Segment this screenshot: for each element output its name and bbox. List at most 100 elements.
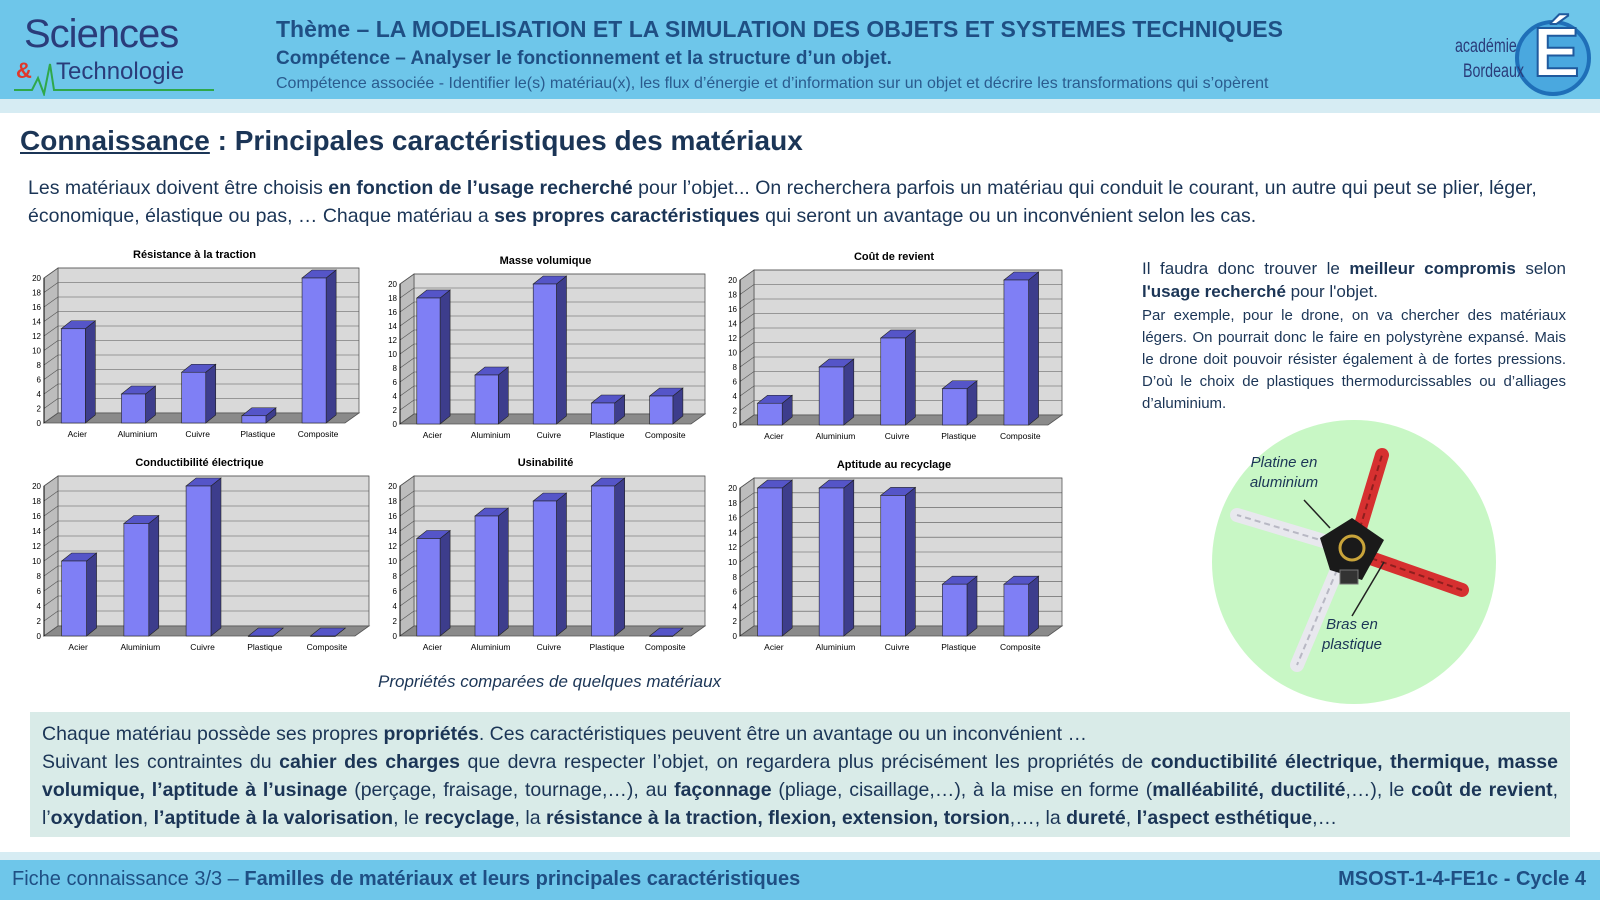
chart-category-label: Aluminium (120, 642, 160, 652)
chart-category-label: Acier (68, 429, 88, 439)
chart-y-tick-label: 18 (388, 497, 397, 506)
chart-gridline (739, 327, 755, 339)
summary-text: ,…), le (1345, 779, 1412, 801)
chart-y-tick-label: 12 (32, 332, 41, 341)
summary-text: , (142, 807, 154, 829)
summary-text: , l’ (42, 779, 1559, 829)
chart-bar (591, 402, 615, 425)
chart-y-tick-label: 6 (733, 588, 738, 597)
intro-text: qui seront un avantage ou un inconvénien… (759, 205, 1257, 227)
summary-bold: dureté (1066, 807, 1126, 829)
chart-gridline (43, 325, 59, 337)
summary-bold: recyclage (424, 807, 515, 829)
chart-y-tick-label: 10 (388, 557, 397, 566)
chart-gridline (739, 536, 755, 548)
chart-gridline (399, 287, 415, 299)
academie-text: académie (1455, 36, 1517, 57)
chart-category-label: Aluminium (118, 429, 158, 439)
chart-gridline (399, 399, 415, 411)
chart-gridline (399, 357, 415, 369)
right-column-text: Il faudra donc trouver le meilleur compr… (1142, 257, 1566, 415)
chart-bar (880, 495, 906, 637)
chart-bar (1003, 279, 1029, 426)
chart-category-label: Aluminium (471, 642, 511, 652)
summary-text: (perçage, fraisage, tournage,…), au (347, 779, 675, 801)
summary-line-2: Suivant les contraintes du cahier des ch… (42, 748, 1558, 832)
label-bras-1: Bras en (1326, 616, 1378, 633)
chart-gridline (739, 551, 755, 563)
chart-y-tick-label: 4 (393, 602, 398, 611)
chart-gridline (739, 522, 755, 533)
summary-bold: conductibilité électrique, thermique, ma… (42, 751, 1558, 801)
chart-bar-side (86, 552, 97, 637)
summary-text: ,…, la (1009, 807, 1067, 829)
chart-gridline (739, 596, 755, 607)
chart-gridline (739, 385, 755, 397)
chart-bar-side (85, 320, 96, 424)
chart-gridline (43, 490, 59, 502)
chart-title: Coût de revient (854, 251, 934, 263)
chart-y-tick-label: 16 (388, 308, 397, 317)
leader-line (1351, 561, 1385, 617)
competence-title: Compétence – Analyser le fonctionnement … (276, 48, 892, 69)
chart-y-tick-label: 2 (393, 617, 398, 626)
chart-y-tick-label: 18 (728, 291, 737, 300)
chart-gridline (739, 313, 755, 324)
chart-gridline (739, 269, 755, 281)
summary-text: . Ces caractéristiques peuvent être un a… (478, 723, 1087, 745)
chart-gridline (739, 342, 755, 353)
chart-bar-side (1028, 575, 1039, 637)
chart-gridline (43, 595, 59, 607)
chart-bar (247, 635, 274, 637)
chart-title: Aptitude au recyclage (837, 459, 951, 471)
chart-gridline (739, 581, 755, 592)
chart-gridline (43, 354, 59, 366)
intro-bold: en fonction de l’usage recherché (328, 177, 633, 199)
logo-technologie-text: Technologie (56, 58, 185, 85)
chart-y-tick-label: 4 (37, 390, 42, 399)
summary-text: Suivant les contraintes du (42, 751, 280, 773)
chart-bar (181, 371, 207, 424)
chart-gridline (399, 505, 415, 517)
chart-gridline (399, 565, 415, 577)
chart-y-tick-label: 14 (388, 322, 397, 331)
chart-y-tick-label: 6 (393, 378, 398, 387)
chart-gridline (739, 400, 755, 411)
summary-text: Chaque matériau possède ses propres (42, 723, 384, 745)
chart-bar-side (210, 477, 222, 637)
chart-bar-side (905, 486, 916, 637)
chart-category-label: Cuivre (190, 642, 215, 652)
chart-y-tick-label: 20 (728, 484, 737, 493)
chart-bar (532, 283, 557, 425)
chart-bar-side (556, 275, 567, 425)
chart-bar-side (325, 269, 337, 424)
chart-bar-side (439, 529, 451, 637)
chart-gridline (739, 507, 755, 518)
chart-gridline (399, 329, 415, 341)
chart-category-label: Cuivre (185, 429, 210, 439)
chart-bar (241, 415, 267, 424)
chart-y-tick-label: 14 (32, 318, 41, 327)
chart-y-tick-label: 2 (37, 405, 42, 414)
chart-bar (121, 393, 146, 424)
right-text: pour l'objet. (1285, 282, 1378, 301)
chart-bar-side (556, 492, 567, 637)
summary-text: , le (393, 807, 425, 829)
chart-bar (818, 487, 845, 637)
chart-gridline (43, 398, 59, 409)
chart-gridline (739, 356, 755, 368)
chart-bar (942, 388, 968, 426)
title-underlined: Connaissance (20, 125, 210, 156)
logo-sciences-text: Sciences (24, 12, 179, 56)
chart-bar (474, 515, 499, 637)
chart-y-tick-label: 2 (733, 617, 738, 626)
chart-resistance-traction: Résistance à la traction 0 2 4 6 8 10 12 14 16 18 2… (22, 248, 367, 453)
logo-ampersand: & (16, 58, 32, 83)
summary-text: (pliage, cisaillage,…), à la mise en for… (771, 779, 1153, 801)
chart-y-tick-label: 20 (388, 280, 397, 289)
summary-bold: cahier des charges (279, 751, 461, 773)
chart-bar (185, 485, 212, 637)
chart-gridline (43, 267, 59, 279)
chart-bar (818, 366, 845, 426)
chart-masse-volumique: Masse volumique 0 2 4 6 8 10 12 14 16 18 20 Acier Alu… (378, 254, 713, 454)
